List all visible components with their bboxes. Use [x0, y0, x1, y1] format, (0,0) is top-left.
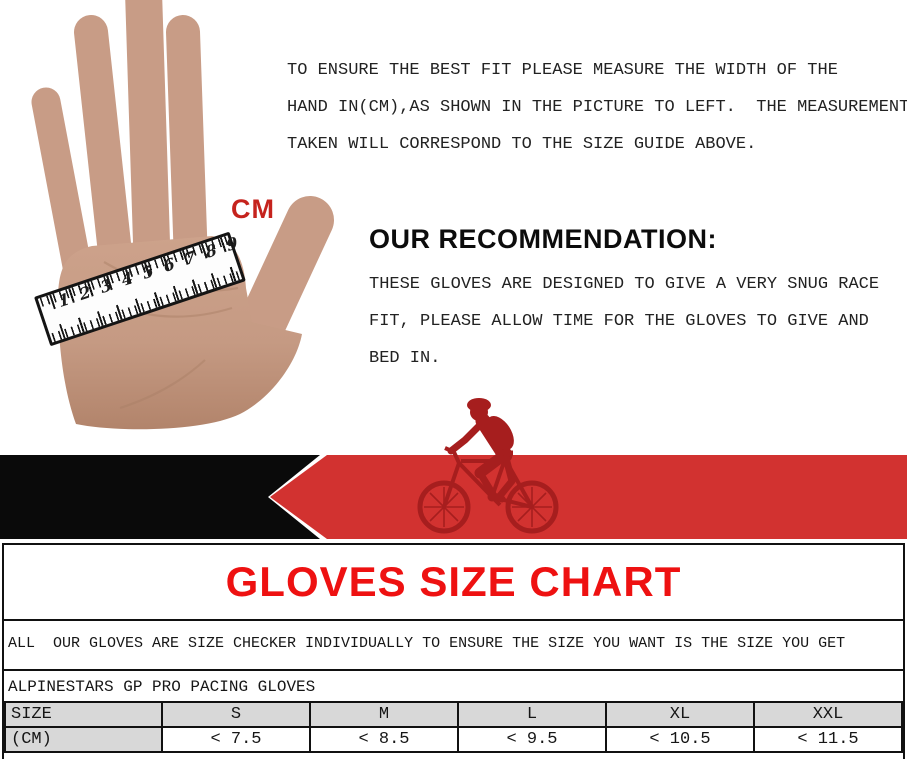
- cm-label: CM: [231, 194, 275, 224]
- size-col-s: S: [161, 701, 311, 728]
- cm-row-label: (CM): [4, 726, 163, 753]
- fit-instructions-text: TO ENSURE THE BEST FIT PLEASE MEASURE TH…: [287, 61, 907, 154]
- size-note-text: ALL OUR GLOVES ARE SIZE CHECKER INDIVIDU…: [4, 621, 903, 671]
- size-col-m: M: [309, 701, 459, 728]
- size-header-label: SIZE: [4, 701, 163, 728]
- product-name: ALPINESTARS GP PRO PACING GLOVES: [8, 678, 316, 696]
- cyclist-icon: [417, 398, 559, 534]
- recommendation-text: THESE GLOVES ARE DESIGNED TO GIVE A VERY…: [369, 275, 880, 368]
- banner-black-stripe: [0, 455, 320, 539]
- size-col-xl: XL: [605, 701, 755, 728]
- size-chart-title: GLOVES SIZE CHART: [225, 558, 682, 605]
- size-chart-title-row: GLOVES SIZE CHART: [4, 545, 903, 621]
- size-table-cm-row: (CM) < 7.5 < 8.5 < 9.5 < 10.5 < 11.5: [4, 726, 903, 753]
- banner-red-stripe: [270, 455, 907, 539]
- size-chart-box: GLOVES SIZE CHART ALL OUR GLOVES ARE SIZ…: [2, 543, 905, 759]
- cm-value-m: < 8.5: [309, 726, 459, 753]
- size-col-xxl: XXL: [753, 701, 903, 728]
- cm-value-l: < 9.5: [457, 726, 607, 753]
- cm-value-xxl: < 11.5: [753, 726, 903, 753]
- size-col-l: L: [457, 701, 607, 728]
- recommendation-title: OUR RECOMMENDATION:: [369, 224, 717, 254]
- size-table: SIZE S M L XL XXL (CM) < 7.5 < 8.5 < 9.5…: [4, 701, 903, 753]
- cm-value-s: < 7.5: [161, 726, 311, 753]
- cm-value-xl: < 10.5: [605, 726, 755, 753]
- size-table-header-row: SIZE S M L XL XXL: [4, 701, 903, 728]
